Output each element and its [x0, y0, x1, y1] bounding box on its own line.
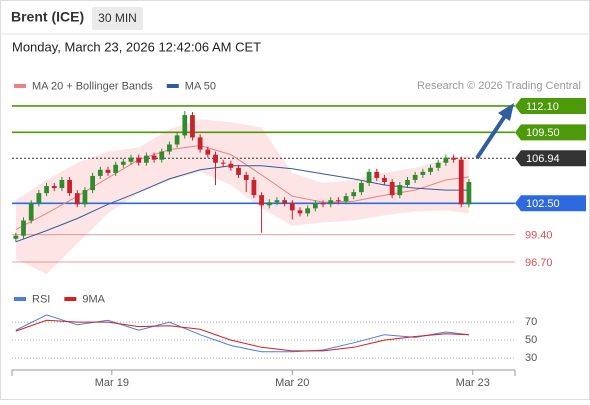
candle-body — [59, 179, 65, 189]
candle-body — [113, 164, 119, 173]
level-label: 112.10 — [526, 101, 559, 113]
level-box — [515, 195, 586, 212]
candle-body — [243, 174, 249, 180]
level-label: 102.50 — [526, 198, 560, 210]
candle-body — [382, 177, 387, 182]
candle-body — [151, 155, 157, 160]
x-tick-label: Mar 23 — [456, 377, 490, 389]
candle-body — [67, 179, 72, 194]
candle-body — [443, 157, 449, 163]
candle-body — [90, 175, 96, 191]
candle-body — [44, 186, 49, 194]
candle-body — [259, 195, 264, 206]
candle-body — [305, 208, 311, 214]
candle-body — [274, 200, 280, 203]
level-box — [515, 150, 586, 167]
candle-body — [190, 115, 195, 138]
candle-body — [205, 149, 211, 155]
candle-body — [82, 190, 88, 205]
candle-body — [213, 154, 218, 163]
legend-label: 9MA — [82, 293, 105, 305]
candle-body — [335, 200, 341, 202]
arrow-head — [498, 103, 514, 121]
candle-body — [289, 203, 295, 211]
candle-body — [28, 203, 34, 221]
candle-body — [220, 162, 226, 164]
candle-body — [428, 167, 433, 172]
level-box — [515, 97, 586, 114]
candle-body — [351, 192, 357, 197]
level-label: 106.94 — [526, 153, 560, 165]
candle-body — [297, 210, 303, 214]
legend-label: MA 20 + Bollinger Bands — [32, 80, 153, 92]
candle-body — [328, 200, 334, 205]
candle-body — [435, 162, 441, 168]
rsi-panel: RSI 9MA 70 50 30 — [12, 293, 537, 364]
forecast-arrow — [475, 114, 507, 160]
candle-body — [167, 144, 172, 152]
legend-swatch — [14, 84, 26, 88]
price-panel: MA 20 + Bollinger Bands MA 50 112.10 109.50… — [12, 80, 586, 275]
candle-body — [105, 169, 111, 173]
legend-label: RSI — [32, 293, 50, 305]
candle-body — [251, 179, 257, 196]
candle-body — [13, 235, 19, 239]
candle-body — [228, 163, 234, 168]
legend-swatch — [64, 297, 77, 301]
level-label: 99.40 — [525, 230, 553, 242]
candle-body — [343, 196, 349, 202]
timeframe: 30 MIN — [98, 11, 137, 25]
candle-body — [266, 202, 272, 206]
candle-body — [197, 137, 203, 150]
source: Research © 2026 Trading Central — [417, 80, 581, 92]
candle-body — [374, 171, 380, 178]
candle-body — [397, 185, 403, 196]
level-label: 109.50 — [526, 127, 560, 139]
candle-body — [389, 181, 395, 196]
rsi-line — [15, 319, 469, 352]
candle-body — [412, 174, 418, 180]
candle-body — [320, 203, 326, 205]
candle-body — [21, 220, 26, 236]
candle-body — [97, 169, 103, 176]
candle-body — [451, 157, 456, 160]
legend-label: MA 50 — [185, 80, 216, 92]
level-box — [515, 124, 586, 141]
candle-body — [51, 186, 57, 189]
candle-body — [136, 157, 142, 163]
y-tick-label: 50 — [525, 334, 537, 346]
candle-body — [120, 161, 126, 165]
timeframe-box — [92, 7, 143, 30]
candle-body — [236, 167, 241, 175]
candle-body — [174, 135, 180, 145]
chart-title: Brent (ICE) — [11, 9, 84, 25]
candle-body — [366, 171, 372, 183]
date: Monday, March 23, 2026 12:42:06 AM CET — [12, 39, 261, 54]
candle-body — [312, 203, 318, 209]
candle-body — [420, 171, 426, 175]
candle-body — [359, 183, 364, 193]
candle-body — [405, 179, 410, 186]
candle-body — [74, 193, 80, 205]
candle-body — [128, 157, 134, 162]
candle-body — [282, 200, 287, 204]
candle-body — [159, 151, 165, 160]
candle-body — [458, 159, 464, 205]
x-tick-label: Mar 19 — [95, 377, 129, 389]
legend-swatch — [14, 297, 26, 301]
candle-body — [466, 181, 472, 205]
candle-body — [144, 155, 149, 163]
y-tick-label: 70 — [525, 316, 537, 328]
x-tick-label: Mar 20 — [275, 377, 309, 389]
candle-body — [36, 193, 42, 204]
level-label: 96.70 — [525, 257, 553, 269]
legend-swatch — [166, 84, 179, 88]
y-tick-label: 30 — [525, 352, 537, 364]
candle-body — [182, 115, 188, 136]
